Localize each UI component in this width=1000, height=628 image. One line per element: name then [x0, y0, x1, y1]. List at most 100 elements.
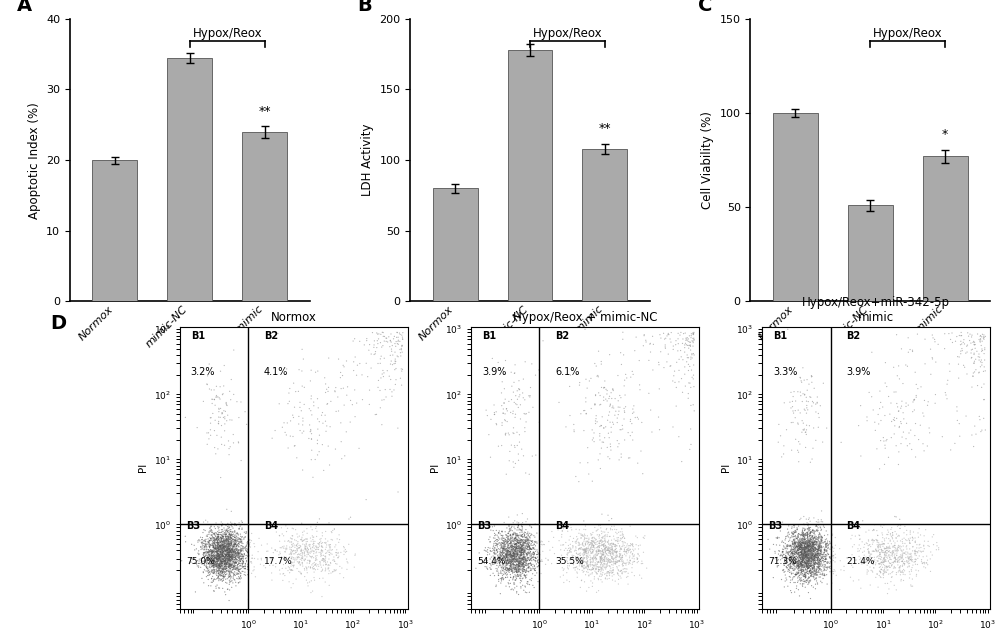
- Point: [321, 545, 337, 555]
- Point: [499, 563, 515, 573]
- Point: [595, 564, 611, 574]
- Point: [210, 548, 226, 558]
- Point: [895, 558, 911, 568]
- Point: [794, 566, 810, 577]
- Point: [212, 543, 228, 553]
- Point: [606, 553, 622, 563]
- Point: [517, 537, 533, 547]
- Point: [565, 541, 581, 551]
- Point: [318, 563, 334, 573]
- Point: [320, 560, 336, 570]
- Point: [799, 576, 815, 586]
- Point: [792, 558, 808, 568]
- Point: [231, 413, 247, 423]
- Point: [779, 563, 795, 573]
- Point: [793, 557, 809, 567]
- Point: [372, 386, 388, 396]
- Point: [374, 395, 390, 405]
- Point: [513, 556, 529, 566]
- Point: [381, 332, 397, 342]
- Point: [806, 558, 822, 568]
- Point: [790, 531, 806, 541]
- Point: [797, 550, 813, 560]
- Point: [283, 543, 299, 553]
- Point: [798, 548, 814, 558]
- Point: [218, 546, 234, 556]
- Point: [612, 402, 628, 412]
- Point: [579, 543, 595, 553]
- Point: [221, 575, 237, 585]
- Point: [810, 553, 826, 563]
- Point: [860, 546, 876, 556]
- Point: [213, 536, 229, 546]
- Point: [494, 527, 510, 537]
- Point: [291, 556, 307, 566]
- Point: [517, 550, 533, 560]
- Point: [811, 572, 827, 582]
- Point: [216, 541, 232, 551]
- Point: [218, 563, 234, 573]
- Point: [584, 544, 600, 555]
- Point: [812, 572, 828, 582]
- Point: [501, 527, 517, 537]
- Point: [221, 560, 237, 570]
- Point: [788, 544, 804, 554]
- Point: [534, 556, 550, 566]
- Point: [799, 528, 815, 538]
- Point: [793, 531, 809, 541]
- Point: [213, 552, 229, 562]
- Point: [794, 544, 810, 555]
- Point: [230, 528, 246, 538]
- Point: [518, 468, 534, 478]
- Point: [584, 435, 600, 445]
- Point: [869, 552, 885, 562]
- Point: [387, 356, 403, 366]
- Point: [794, 575, 810, 585]
- Point: [876, 539, 892, 549]
- Point: [217, 542, 233, 552]
- Point: [881, 543, 897, 553]
- Point: [213, 534, 229, 544]
- Point: [214, 563, 230, 573]
- Point: [511, 538, 527, 548]
- Point: [220, 543, 236, 553]
- Point: [813, 556, 829, 566]
- Point: [824, 550, 840, 560]
- Point: [515, 560, 531, 570]
- Point: [521, 553, 537, 563]
- Point: [864, 546, 880, 556]
- Point: [223, 548, 239, 558]
- Point: [499, 406, 515, 416]
- Point: [512, 543, 528, 553]
- Point: [908, 418, 924, 428]
- Point: [887, 553, 903, 563]
- Point: [809, 398, 825, 408]
- Point: [228, 541, 244, 551]
- Point: [803, 544, 819, 555]
- Point: [506, 551, 522, 561]
- Point: [202, 543, 218, 553]
- Point: [209, 563, 225, 573]
- Point: [520, 577, 536, 587]
- Point: [803, 539, 819, 549]
- Point: [511, 563, 527, 573]
- Point: [209, 541, 225, 551]
- Point: [204, 556, 220, 566]
- Point: [220, 532, 236, 542]
- Point: [371, 334, 387, 344]
- Point: [811, 543, 827, 553]
- Point: [229, 556, 245, 566]
- Point: [788, 538, 804, 548]
- Point: [494, 548, 510, 558]
- Point: [490, 553, 506, 563]
- Point: [517, 571, 533, 582]
- Point: [198, 534, 214, 544]
- Point: [602, 541, 618, 551]
- Point: [613, 553, 629, 563]
- Point: [814, 538, 830, 548]
- Point: [603, 544, 619, 555]
- Point: [645, 365, 661, 375]
- Point: [206, 538, 222, 548]
- Point: [801, 526, 817, 536]
- Point: [502, 550, 518, 560]
